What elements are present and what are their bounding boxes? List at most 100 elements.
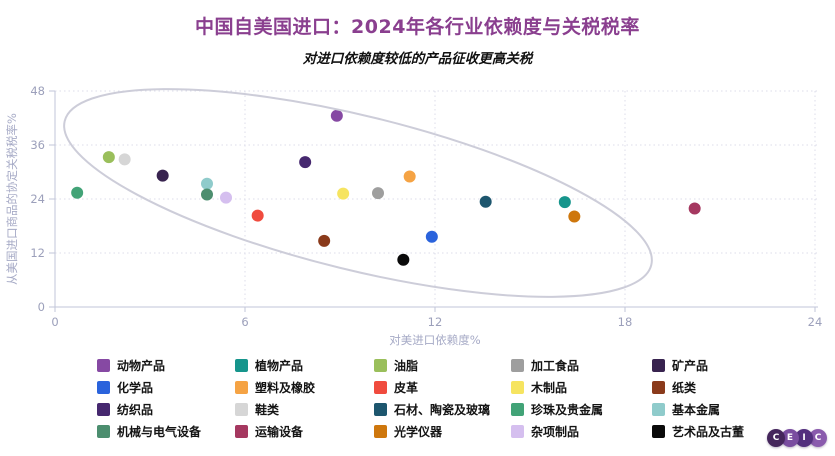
legend-label: 光学仪器 — [394, 424, 443, 439]
legend-label: 植物产品 — [255, 358, 304, 373]
x-tick-label: 0 — [51, 315, 58, 329]
legend-label: 石材、陶瓷及玻璃 — [394, 402, 491, 417]
legend-item[interactable]: 石材、陶瓷及玻璃 — [374, 401, 511, 418]
legend-swatch-icon — [235, 380, 248, 394]
legend-swatch-icon — [511, 424, 524, 438]
legend-item[interactable]: 皮革 — [374, 379, 511, 396]
data-point[interactable] — [568, 210, 581, 223]
ceic-logo-letter: C — [767, 429, 785, 447]
data-point[interactable] — [397, 253, 410, 266]
legend-swatch-icon — [511, 402, 524, 416]
data-point[interactable] — [220, 191, 232, 204]
y-tick-label: 48 — [30, 84, 45, 98]
chart-legend: 动物产品 植物产品 油脂 加工食品 矿产品化学品 塑料及橡胶 皮革 木制品 纸类纺织品 鞋类 石材、… — [97, 354, 822, 442]
data-point[interactable] — [251, 209, 264, 222]
data-point[interactable] — [372, 187, 384, 200]
legend-item[interactable]: 木制品 — [511, 379, 652, 396]
chart-subtitle: 对进口依赖度较低的产品征收更高关税 — [302, 51, 533, 67]
legend-label: 运输设备 — [255, 424, 304, 439]
legend-item[interactable]: 基本金属 — [652, 401, 822, 418]
data-point[interactable] — [156, 169, 169, 182]
data-point[interactable] — [201, 177, 213, 190]
legend-item[interactable]: 光学仪器 — [374, 423, 511, 440]
data-point[interactable] — [688, 202, 701, 215]
legend-label: 鞋类 — [255, 402, 280, 417]
legend-swatch-icon — [97, 380, 110, 394]
legend-swatch-icon — [374, 424, 387, 438]
legend-label: 机械与电气设备 — [117, 424, 202, 439]
legend-swatch-icon — [235, 358, 248, 372]
legend-item[interactable]: 珍珠及贵金属 — [511, 401, 652, 418]
legend-label: 化学品 — [117, 380, 154, 395]
data-point[interactable] — [330, 109, 343, 122]
y-tick-label: 24 — [30, 192, 45, 206]
y-tick-label: 0 — [38, 300, 45, 314]
scatter-plot: 0 12 24 36 48 0 6 12 18 24 从美国进口商品的协定关税税率% 对美进口依赖度% — [5, 84, 823, 347]
legend-item[interactable]: 油脂 — [374, 357, 511, 374]
x-tick-label: 24 — [808, 315, 823, 329]
legend-swatch-icon — [235, 402, 248, 416]
legend-swatch-icon — [511, 358, 524, 372]
legend-swatch-icon — [97, 402, 110, 416]
data-point[interactable] — [337, 187, 350, 200]
legend-item[interactable]: 植物产品 — [235, 357, 374, 374]
legend-item[interactable]: 运输设备 — [235, 423, 374, 440]
legend-label: 油脂 — [394, 358, 419, 373]
legend-swatch-icon — [235, 424, 248, 438]
legend-item[interactable]: 化学品 — [97, 379, 235, 396]
legend-swatch-icon — [652, 380, 665, 394]
data-point[interactable] — [299, 156, 312, 169]
y-tick-label: 36 — [30, 138, 45, 152]
legend-item[interactable]: 加工食品 — [511, 357, 652, 374]
legend-label: 塑料及橡胶 — [255, 380, 316, 395]
data-point[interactable] — [558, 196, 571, 209]
x-tick-label: 6 — [241, 315, 248, 329]
legend-item[interactable]: 杂项制品 — [511, 423, 652, 440]
legend-item[interactable]: 艺术品及古董 — [652, 423, 822, 440]
x-axis-title: 对美进口依赖度% — [389, 333, 480, 347]
legend-item[interactable]: 纺织品 — [97, 401, 235, 418]
legend-label: 珍珠及贵金属 — [531, 402, 604, 417]
legend-item[interactable]: 塑料及橡胶 — [235, 379, 374, 396]
legend-swatch-icon — [374, 380, 387, 394]
legend-swatch-icon — [374, 402, 387, 416]
x-tick-label: 12 — [428, 315, 443, 329]
legend-swatch-icon — [652, 358, 665, 372]
legend-label: 杂项制品 — [531, 424, 580, 439]
legend-swatch-icon — [374, 358, 387, 372]
x-tick-label: 18 — [618, 315, 633, 329]
data-point[interactable] — [403, 170, 416, 183]
chart-title: 中国自美国进口：2024年各行业依赖度与关税税率 — [195, 16, 640, 38]
data-point[interactable] — [318, 234, 331, 247]
legend-label: 纺织品 — [117, 402, 154, 417]
legend-item[interactable]: 鞋类 — [235, 401, 374, 418]
ceic-logo-letter: E — [781, 429, 799, 447]
data-point[interactable] — [425, 230, 438, 243]
legend-swatch-icon — [652, 402, 665, 416]
data-point[interactable] — [102, 151, 115, 164]
legend-label: 动物产品 — [117, 358, 166, 373]
legend-swatch-icon — [97, 424, 110, 438]
y-axis-title: 从美国进口商品的协定关税税率% — [5, 113, 19, 285]
legend-label: 加工食品 — [531, 358, 580, 373]
data-point[interactable] — [71, 186, 84, 199]
legend-item[interactable]: 纸类 — [652, 379, 822, 396]
data-point[interactable] — [479, 195, 492, 208]
legend-item[interactable]: 动物产品 — [97, 357, 235, 374]
ceic-logo-letter: I — [795, 429, 813, 447]
legend-label: 艺术品及古董 — [672, 424, 745, 439]
legend-swatch-icon — [511, 380, 524, 394]
legend-label: 矿产品 — [672, 358, 709, 373]
data-point[interactable] — [118, 153, 131, 166]
ceic-logo-letter: C — [809, 429, 827, 447]
legend-swatch-icon — [652, 424, 665, 438]
legend-label: 基本金属 — [672, 402, 721, 417]
data-point[interactable] — [201, 188, 213, 201]
legend-label: 纸类 — [672, 380, 697, 395]
legend-item[interactable]: 机械与电气设备 — [97, 423, 235, 440]
trend-ellipse-annotation — [63, 88, 653, 298]
legend-swatch-icon — [97, 358, 110, 372]
legend-item[interactable]: 矿产品 — [652, 357, 822, 374]
